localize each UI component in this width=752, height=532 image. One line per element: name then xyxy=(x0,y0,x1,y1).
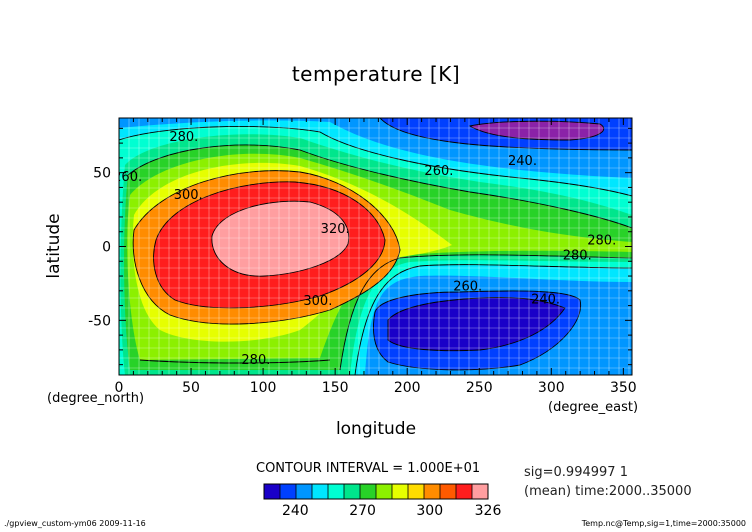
grid-lines xyxy=(119,118,632,375)
contour-label: 240. xyxy=(508,154,537,169)
contour-interval-label: CONTOUR INTERVAL = 1.000E+01 xyxy=(256,461,481,476)
x-axis-unit: (degree_east) xyxy=(548,400,639,415)
x-tick-label: 50 xyxy=(182,380,200,396)
contour-label: 260. xyxy=(453,279,482,294)
x-axis-label: longitude xyxy=(335,419,417,439)
colorbar-swatch xyxy=(264,484,281,499)
colorbar-swatch xyxy=(328,484,345,499)
colorbar-tick-label: 240 xyxy=(282,503,309,519)
contour-field: 280.260. 260.240.300.320.280.280.260.300.… xyxy=(113,118,632,375)
contour-label: 260. xyxy=(424,164,453,179)
colorbar-frame xyxy=(263,483,489,500)
colorbar-swatch xyxy=(392,484,409,499)
x-tick-label: 300 xyxy=(538,380,565,396)
colorbar-swatch xyxy=(344,484,361,499)
field-level-320 xyxy=(211,201,349,277)
field-level-230-north xyxy=(470,121,604,140)
contour-label: 320. xyxy=(321,222,350,237)
y-tick-label: -50 xyxy=(88,313,111,329)
contour-label: 260. xyxy=(113,170,142,185)
colorbar-swatch xyxy=(360,484,377,499)
x-tick-label: 100 xyxy=(250,380,277,396)
y-axis: -50 0 50 xyxy=(88,127,632,366)
colorbar-swatch xyxy=(472,484,489,499)
colorbar-swatch xyxy=(280,484,297,499)
colorbar-swatch xyxy=(312,484,329,499)
colorbar-swatch xyxy=(440,484,457,499)
contour-label: 300. xyxy=(174,188,203,203)
x-axis: 0 50 100 150 200 250 300 350 xyxy=(115,118,637,396)
y-axis-label: latitude xyxy=(44,213,64,279)
x-tick-label: 0 xyxy=(115,380,124,396)
colorbar-swatch xyxy=(424,484,441,499)
x-tick-label: 200 xyxy=(394,380,421,396)
x-tick-label: 350 xyxy=(610,380,637,396)
x-tick-label: 250 xyxy=(466,380,493,396)
contour-labels: 280.260. 260.240.300.320.280.280.260.300.… xyxy=(113,130,616,368)
colorbar-tick-label: 270 xyxy=(349,503,376,519)
colorbar-swatch xyxy=(408,484,425,499)
colorbar: 240 270 300 326 xyxy=(263,483,502,519)
field-level-235-south xyxy=(388,297,565,351)
colorbar-swatch xyxy=(296,484,313,499)
contour-label: 300. xyxy=(303,294,332,309)
colorbar-swatch xyxy=(456,484,473,499)
y-axis-unit: (degree_north) xyxy=(47,391,145,406)
y-tick-label: 50 xyxy=(93,166,111,182)
contour-label: 280. xyxy=(241,353,270,368)
colorbar-swatch xyxy=(376,484,393,499)
contour-label: 240. xyxy=(531,293,560,308)
y-tick-label: 0 xyxy=(102,240,111,256)
chart-title: temperature [K] xyxy=(291,62,461,86)
colorbar-tick-label: 300 xyxy=(416,503,443,519)
info-time: (mean) time:2000..35000 xyxy=(524,484,692,499)
x-tick-label: 150 xyxy=(322,380,349,396)
info-sigma: sig=0.994997 1 xyxy=(524,465,628,480)
contour-label: 280. xyxy=(587,234,616,249)
colorbar-tick-label: 326 xyxy=(475,503,502,519)
footer-right: Temp.nc@Temp,sig=1,time=2000:35000 xyxy=(581,519,746,528)
contour-label: 280. xyxy=(169,130,198,145)
footer-left: ./gpview_custom-ym06 2009-11-16 xyxy=(4,519,146,528)
contour-label: 280. xyxy=(563,248,592,263)
